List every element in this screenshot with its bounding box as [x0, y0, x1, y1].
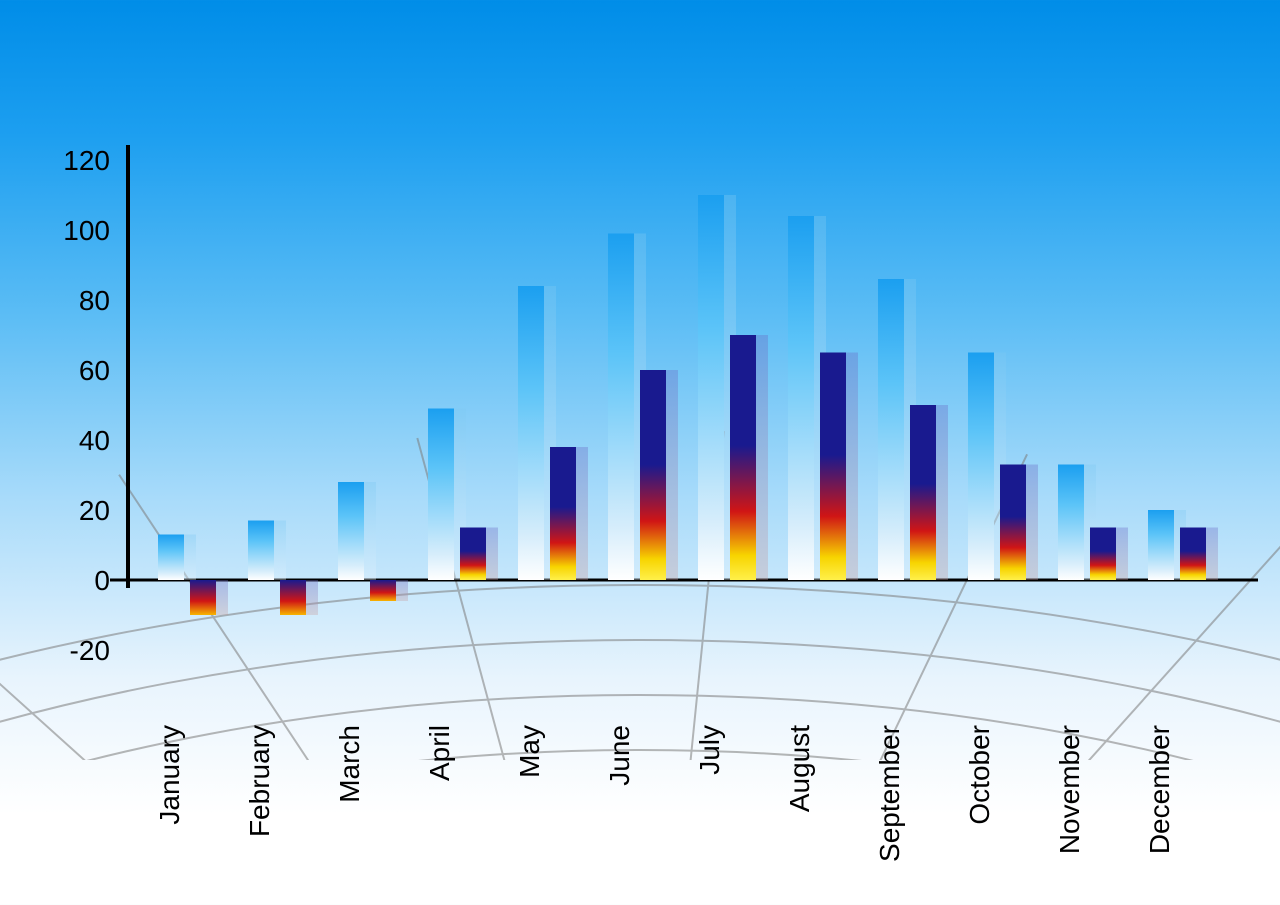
bar — [190, 580, 216, 615]
bar — [158, 535, 184, 581]
x-tick-label: December — [1144, 725, 1175, 854]
bar — [640, 370, 666, 580]
bar — [698, 195, 724, 580]
x-tick-label: November — [1054, 725, 1085, 854]
bar — [608, 234, 634, 581]
bars — [158, 195, 1218, 615]
x-axis-labels: January February March April May June July Augu… — [154, 725, 1175, 862]
bar — [820, 353, 846, 581]
x-tick-label: February — [244, 725, 275, 837]
y-tick-label: 80 — [79, 285, 110, 316]
bar — [910, 405, 936, 580]
bar — [248, 521, 274, 581]
x-tick-label: March — [334, 725, 365, 803]
bar — [518, 286, 544, 580]
bar — [1148, 510, 1174, 580]
x-tick-label: June — [604, 725, 635, 786]
x-tick-label: January — [154, 725, 185, 825]
y-tick-label: 0 — [94, 565, 110, 596]
bar — [1058, 465, 1084, 581]
bar — [280, 580, 306, 615]
monthly-bar-chart: -20 0 20 40 60 80 100 120 January February March Ap… — [0, 0, 1280, 905]
bar — [1180, 528, 1206, 581]
bar — [370, 580, 396, 601]
bar — [550, 447, 576, 580]
x-tick-label: September — [874, 725, 905, 862]
bar — [338, 482, 364, 580]
y-tick-label: 120 — [63, 145, 110, 176]
bar — [1000, 465, 1026, 581]
bar — [968, 353, 994, 581]
y-tick-label: 40 — [79, 425, 110, 456]
y-tick-label: -20 — [70, 635, 110, 666]
bar — [460, 528, 486, 581]
x-tick-label: May — [514, 725, 545, 778]
bar — [1090, 528, 1116, 581]
y-tick-label: 100 — [63, 215, 110, 246]
bar — [788, 216, 814, 580]
bar — [428, 409, 454, 581]
bar — [878, 279, 904, 580]
bar — [730, 335, 756, 580]
y-tick-label: 20 — [79, 495, 110, 526]
y-tick-label: 60 — [79, 355, 110, 386]
x-tick-label: April — [424, 725, 455, 781]
x-tick-label: October — [964, 725, 995, 825]
x-tick-label: July — [694, 725, 725, 775]
x-tick-label: August — [784, 725, 815, 812]
